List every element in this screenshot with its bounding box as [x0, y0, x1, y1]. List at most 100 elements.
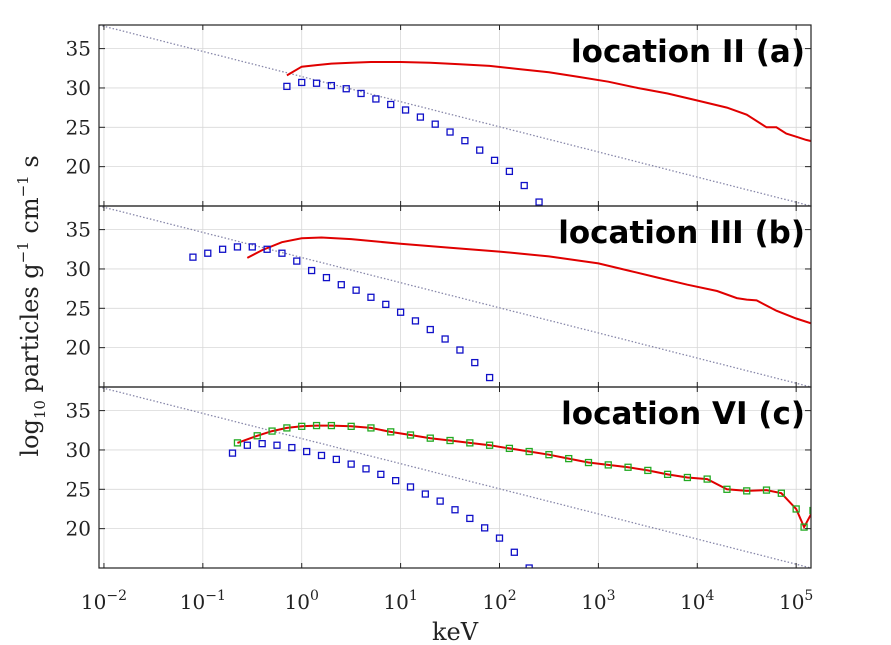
blue-square-point — [476, 146, 484, 154]
green-square-point — [683, 473, 692, 482]
y-tick-label: 30 — [66, 438, 91, 462]
blue-square-point — [456, 346, 464, 354]
blue-square-point — [293, 257, 301, 265]
x-tick-label: 101 — [383, 588, 417, 614]
red-curve — [286, 61, 811, 143]
blue-square-point — [352, 286, 360, 294]
blue-square-point — [228, 449, 237, 457]
blue-square-point — [263, 245, 271, 253]
y-tick-label: 25 — [66, 477, 91, 501]
y-tick-label: 30 — [66, 257, 91, 281]
green-square-point — [233, 439, 242, 447]
panel-title: location VI (c) — [561, 396, 805, 432]
green-square-point — [743, 487, 751, 495]
blue-square-point — [406, 483, 415, 491]
panel-plot-area — [99, 387, 811, 568]
x-tick-label: 102 — [482, 588, 516, 614]
blue-square-point — [233, 243, 242, 251]
blue-square-point — [258, 440, 266, 448]
green-square-point — [703, 475, 711, 483]
panel-title: location II (a) — [571, 34, 805, 70]
blue-square-point — [337, 281, 345, 289]
green-square-point — [792, 505, 800, 513]
green-square-point — [387, 428, 395, 436]
red-curve — [237, 424, 811, 530]
green-square-point — [624, 463, 632, 471]
green-square-point — [663, 470, 672, 479]
blue-square-point — [392, 476, 400, 485]
green-square-point — [253, 432, 261, 440]
green-square-point — [312, 421, 321, 430]
y-tick-label: 20 — [66, 336, 91, 360]
green-square-point — [800, 523, 808, 531]
green-square-point — [565, 454, 573, 463]
blue-square-point — [411, 317, 420, 325]
red-curve — [246, 236, 811, 325]
blue-square-point — [421, 490, 429, 498]
blue-square-point — [495, 534, 504, 542]
blue-square-point — [490, 156, 499, 165]
green-square-point — [723, 485, 731, 493]
blue-square-point — [451, 506, 459, 514]
panel-frame — [98, 386, 812, 569]
blue-square-point — [401, 106, 410, 114]
blue-square-point — [327, 81, 336, 90]
blue-square-point — [357, 89, 365, 98]
blue-square-point — [273, 441, 281, 449]
blue-square-point — [278, 249, 286, 257]
y-tick-label: 35 — [66, 37, 91, 61]
green-square-point — [367, 424, 375, 432]
green-square-point — [644, 466, 652, 475]
x-tick-label: 10−2 — [81, 588, 127, 614]
blue-square-point — [426, 325, 434, 334]
blue-square-point — [481, 524, 489, 532]
blue-square-point — [387, 100, 395, 109]
blue-square-point — [520, 181, 528, 190]
green-square-point — [584, 458, 593, 467]
y-tick-label: 20 — [66, 517, 91, 541]
blue-square-point — [367, 293, 375, 301]
green-square-point — [347, 422, 355, 430]
green-square-point — [298, 422, 306, 430]
y-tick-label: 30 — [66, 76, 91, 100]
green-square-point — [762, 486, 771, 494]
blue-square-point — [322, 273, 331, 282]
x-tick-label: 105 — [779, 588, 813, 614]
blue-square-point — [525, 564, 533, 568]
green-square-point — [327, 421, 336, 430]
blue-square-point — [510, 548, 518, 556]
panels-layer: 20 25 30 35 location II (a) 20 25 30 35 location … — [66, 24, 812, 569]
green-square-point — [406, 431, 415, 439]
y-axis-label: log10 particles g−1 cm−1 s — [14, 155, 49, 456]
green-square-point — [777, 489, 785, 497]
blue-square-point — [298, 78, 306, 87]
green-square-point — [268, 427, 276, 435]
blue-square-point — [283, 82, 291, 91]
blue-square-point — [382, 300, 390, 309]
panel-1: 20 25 30 35 location II (a) — [66, 24, 812, 207]
green-square-point — [485, 441, 494, 449]
green-square-point — [505, 444, 514, 453]
blue-square-point — [535, 198, 543, 206]
blue-square-point — [347, 460, 355, 468]
blue-square-point — [485, 373, 494, 382]
green-square-point — [446, 436, 454, 445]
blue-square-point — [303, 447, 311, 456]
y-tick-label: 35 — [66, 218, 91, 242]
blue-square-point — [431, 120, 439, 128]
x-tick-label: 10−1 — [180, 588, 226, 614]
blue-square-point — [461, 137, 469, 145]
panel-3: 20 25 30 35 location VI (c) — [66, 386, 812, 569]
y-tick-label: 25 — [66, 115, 91, 139]
blue-square-point — [332, 455, 340, 464]
green-square-point — [466, 439, 474, 447]
blue-square-point — [248, 243, 256, 251]
blue-square-point — [312, 79, 321, 87]
blue-square-point — [446, 128, 454, 136]
green-square-point — [604, 461, 612, 469]
x-tick-label: 100 — [285, 588, 319, 614]
blue-square-point — [441, 335, 449, 343]
blue-square-point — [372, 95, 380, 103]
green-square-point — [809, 506, 811, 515]
